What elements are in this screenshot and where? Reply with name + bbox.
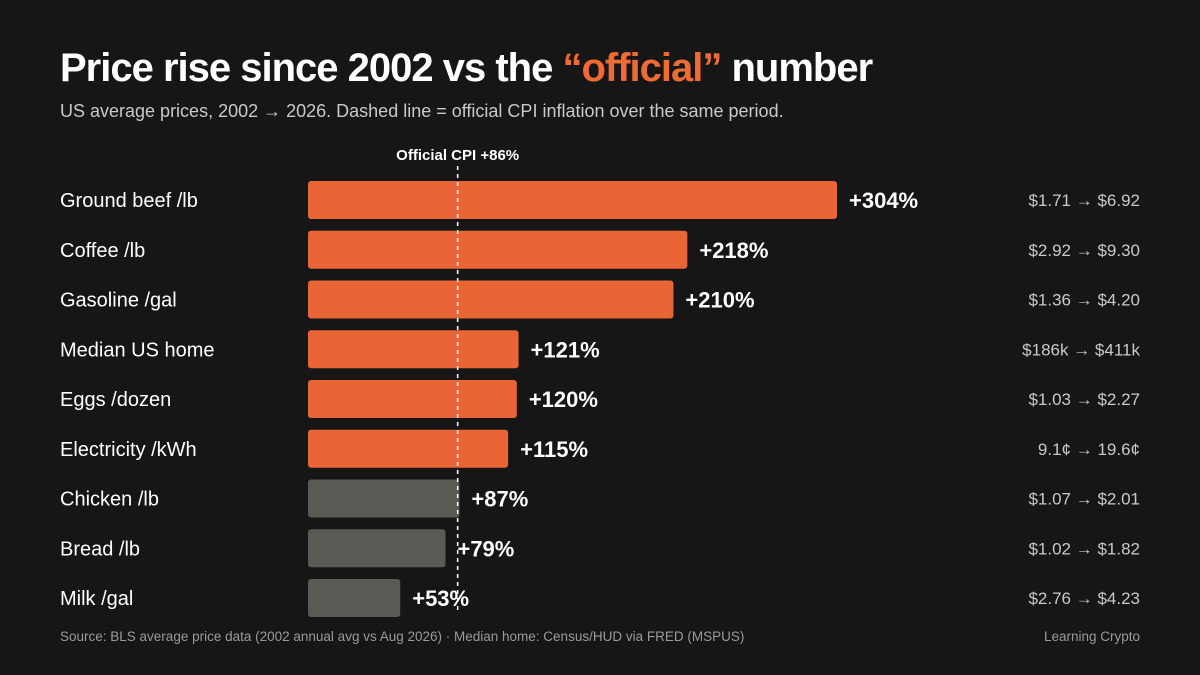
title-text-after: number xyxy=(721,46,873,90)
value-label: +210% xyxy=(685,288,754,313)
value-label: +53% xyxy=(412,586,469,611)
bar xyxy=(308,380,517,418)
bar xyxy=(308,529,446,568)
price-range-label: $1.03 → $2.27 xyxy=(1028,390,1140,409)
category-label: Median US home xyxy=(60,339,215,361)
value-label: +87% xyxy=(471,487,528,512)
chart-title: Price rise since 2002 vs the “official” … xyxy=(60,46,873,91)
value-label: +120% xyxy=(529,387,598,412)
bar xyxy=(308,579,401,617)
price-range-label: $2.92 → $9.30 xyxy=(1028,241,1140,260)
price-range-label: $1.02 → $1.82 xyxy=(1028,539,1140,558)
bar xyxy=(308,230,688,269)
cpi-reference-label: Official CPI +86% xyxy=(396,147,519,164)
value-label: +304% xyxy=(849,188,918,213)
bar xyxy=(308,280,674,319)
category-label: Electricity /kWh xyxy=(60,439,197,461)
chart-subtitle: US average prices, 2002 → 2026. Dashed l… xyxy=(60,101,784,121)
bar xyxy=(308,330,519,369)
bar xyxy=(308,181,837,219)
value-label: +79% xyxy=(457,536,514,561)
bar xyxy=(308,429,509,468)
title-highlight: “official” xyxy=(562,46,722,90)
category-label: Milk /gal xyxy=(60,588,133,610)
price-range-label: $1.71 → $6.92 xyxy=(1028,191,1140,210)
category-label: Bread /lb xyxy=(60,538,140,560)
value-label: +115% xyxy=(520,437,588,462)
source-note: Source: BLS average price data (2002 ann… xyxy=(60,629,745,644)
price-range-label: $1.07 → $2.01 xyxy=(1028,490,1140,509)
category-label: Coffee /lb xyxy=(60,240,145,262)
price-range-label: 9.1¢ → 19.6¢ xyxy=(1038,440,1140,459)
category-label: Gasoline /gal xyxy=(60,290,177,312)
value-label: +121% xyxy=(531,337,600,362)
price-range-label: $1.36 → $4.20 xyxy=(1028,291,1140,310)
brand-label: Learning Crypto xyxy=(1043,629,1140,644)
category-label: Ground beef /lb xyxy=(60,190,198,212)
title-text-before: Price rise since 2002 vs the xyxy=(60,46,563,90)
value-label: +218% xyxy=(699,238,768,263)
price-range-label: $186k → $411k xyxy=(1022,340,1140,359)
price-range-label: $2.76 → $4.23 xyxy=(1028,589,1140,608)
category-label: Chicken /lb xyxy=(60,489,159,511)
bar xyxy=(308,479,460,518)
category-label: Eggs /dozen xyxy=(60,389,171,411)
